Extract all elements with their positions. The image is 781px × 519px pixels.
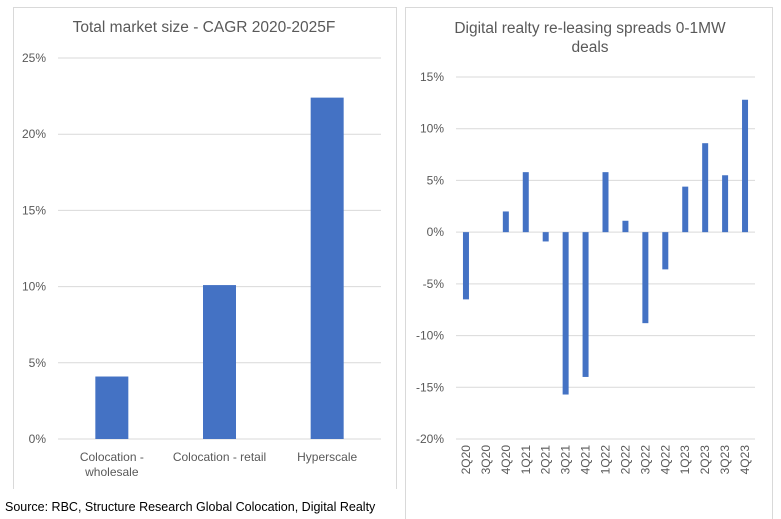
bar-3q23 — [722, 175, 729, 233]
x-tick-label: 4Q20 — [499, 445, 513, 475]
bar-colocation-wholesale — [95, 376, 129, 439]
x-tick-label: 2Q23 — [698, 445, 712, 475]
bar-2q22 — [622, 220, 629, 233]
bar-1q22 — [602, 172, 609, 233]
x-tick-label: Colocation - retail — [173, 450, 266, 464]
x-tick-label: 1Q21 — [519, 445, 533, 475]
bar-3q21 — [562, 232, 569, 395]
x-tick-label: 3Q20 — [479, 445, 493, 475]
x-tick-label: Colocation - — [80, 450, 144, 464]
bar-colocation-retail — [203, 285, 236, 439]
x-tick-label: 2Q22 — [618, 445, 632, 475]
x-tick-label: 3Q23 — [718, 445, 732, 475]
bar-2q21 — [542, 232, 549, 242]
x-tick-label: 1Q22 — [599, 445, 613, 475]
x-tick-label: 3Q21 — [559, 445, 573, 475]
x-tick-label: 4Q22 — [658, 445, 672, 475]
chart2-title: Digital realty re-leasing spreads 0-1MW … — [454, 20, 726, 56]
bar-1q21 — [522, 172, 529, 233]
y-tick-label: 15% — [22, 203, 46, 217]
bar-3q22 — [642, 232, 649, 324]
y-tick-label: 0% — [427, 225, 445, 239]
y-tick-label: -10% — [416, 329, 444, 343]
source-note: Source: RBC, Structure Research Global C… — [5, 500, 376, 514]
y-tick-label: 25% — [22, 51, 46, 65]
chart1-title: Total market size - CAGR 2020-2025F — [72, 19, 336, 36]
x-tick-label: 3Q22 — [638, 445, 652, 475]
bar-1q23 — [682, 186, 689, 233]
y-tick-label: -20% — [416, 432, 444, 446]
x-tick-label: Hyperscale — [297, 450, 357, 464]
bar-4q22 — [662, 232, 669, 270]
y-tick-label: 5% — [29, 356, 47, 370]
x-tick-label: 1Q23 — [678, 445, 692, 475]
bar-4q23 — [742, 99, 749, 233]
x-tick-label: wholesale — [84, 465, 139, 479]
x-tick-label: 4Q21 — [579, 445, 593, 475]
y-tick-label: 0% — [29, 432, 47, 446]
bar-2q20 — [462, 232, 469, 300]
y-tick-label: -15% — [416, 380, 444, 394]
x-tick-label: 2Q21 — [539, 445, 553, 475]
y-tick-label: 10% — [420, 122, 444, 136]
bar-4q21 — [582, 232, 589, 377]
y-tick-label: -5% — [423, 277, 445, 291]
bar-4q20 — [502, 211, 509, 233]
y-tick-label: 15% — [420, 70, 444, 84]
x-tick-label: 4Q23 — [738, 445, 752, 475]
bar-2q23 — [702, 143, 709, 233]
y-tick-label: 5% — [427, 173, 445, 187]
y-tick-label: 10% — [22, 280, 46, 294]
y-tick-label: 20% — [22, 127, 46, 141]
x-tick-label: 2Q20 — [459, 445, 473, 475]
bar-hyperscale — [310, 97, 344, 440]
